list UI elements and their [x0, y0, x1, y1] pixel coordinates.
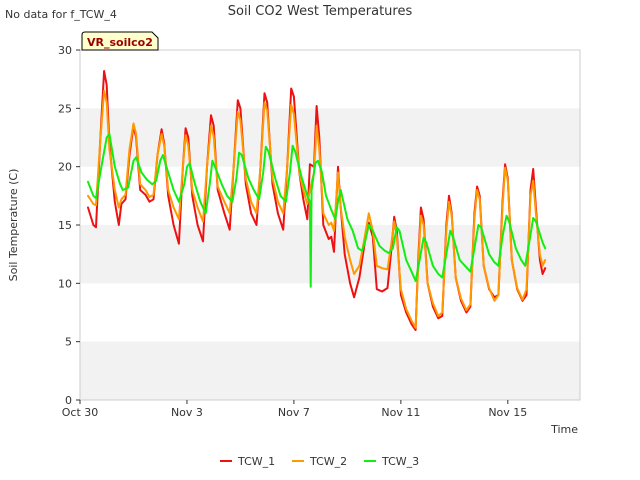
x-tick-label: Oct 30	[62, 406, 99, 419]
no-data-note: No data for f_TCW_4	[5, 8, 117, 21]
series-line-tcw-2	[87, 89, 547, 329]
x-tick-label: Nov 7	[278, 406, 310, 419]
y-tick-label: 25	[58, 102, 72, 115]
station-badge: VR_soilco2	[81, 31, 159, 51]
y-axis: 0 5 10 15 20 25 30	[58, 44, 80, 407]
series-lines	[87, 70, 547, 331]
station-badge-label: VR_soilco2	[87, 36, 153, 49]
y-tick-label: 0	[65, 394, 72, 407]
x-tick-label: Nov 15	[488, 406, 527, 419]
y-tick-label: 10	[58, 277, 72, 290]
grid-bands	[80, 108, 580, 400]
legend-label: TCW_1	[237, 455, 275, 468]
x-axis: Oct 30 Nov 3 Nov 7 Nov 11 Nov 15	[62, 400, 527, 419]
grid-band	[80, 341, 580, 400]
y-tick-label: 5	[65, 336, 72, 349]
legend-label: TCW_2	[309, 455, 347, 468]
y-tick-label: 20	[58, 161, 72, 174]
chart-title: Soil CO2 West Temperatures	[228, 4, 413, 19]
plot-area	[79, 49, 581, 401]
y-axis-label: Soil Temperature (C)	[7, 169, 20, 282]
y-tick-label: 15	[58, 219, 72, 232]
grid-band	[80, 225, 580, 284]
legend-label: TCW_3	[381, 455, 419, 468]
x-tick-label: Nov 3	[171, 406, 203, 419]
x-tick-label: Nov 11	[381, 406, 420, 419]
y-tick-label: 30	[58, 44, 72, 57]
legend: TCW_1 TCW_2 TCW_3	[220, 455, 419, 468]
grid-band	[80, 108, 580, 167]
series-line-tcw-3	[87, 133, 547, 288]
x-axis-label: Time	[550, 423, 578, 436]
